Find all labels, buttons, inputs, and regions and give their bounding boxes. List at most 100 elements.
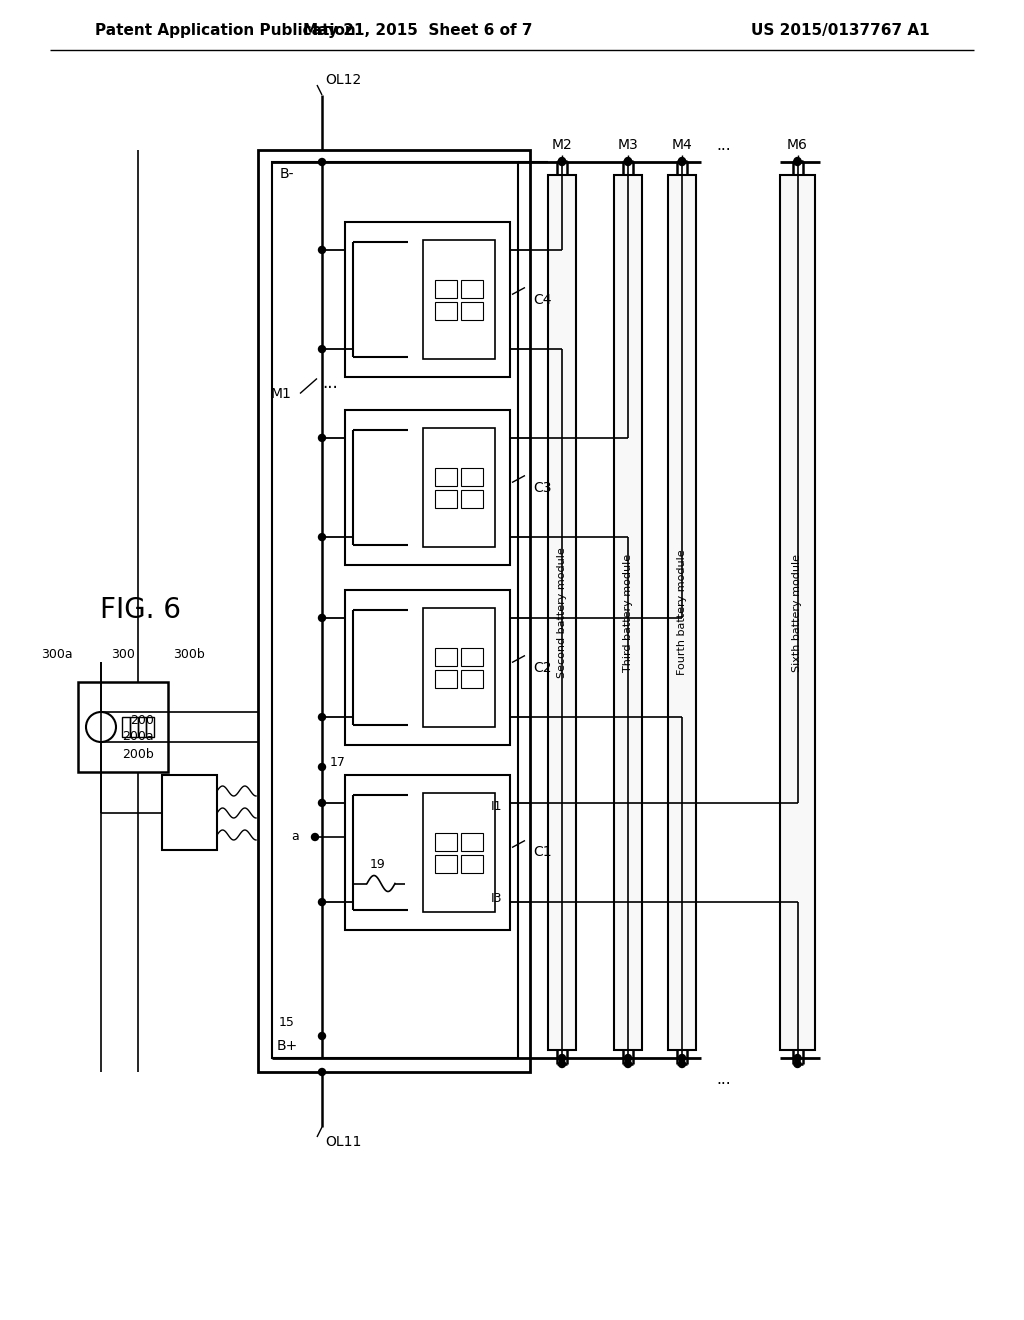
Bar bbox=[614, 176, 642, 1049]
Text: C4: C4 bbox=[534, 293, 552, 306]
Text: 200b: 200b bbox=[122, 748, 154, 762]
Bar bbox=[435, 833, 457, 850]
Bar bbox=[435, 490, 457, 507]
Circle shape bbox=[679, 158, 685, 165]
Circle shape bbox=[794, 157, 801, 165]
Circle shape bbox=[679, 1055, 685, 1061]
Bar bbox=[548, 176, 575, 1049]
Text: M2: M2 bbox=[552, 139, 572, 152]
Bar bbox=[423, 609, 495, 727]
Bar bbox=[272, 162, 518, 1059]
Text: 17: 17 bbox=[330, 756, 346, 770]
Circle shape bbox=[679, 157, 685, 165]
Circle shape bbox=[625, 1055, 632, 1061]
Bar bbox=[130, 717, 138, 737]
Bar bbox=[435, 854, 457, 873]
Circle shape bbox=[318, 434, 326, 441]
Text: ...: ... bbox=[323, 375, 338, 392]
Bar bbox=[461, 490, 483, 507]
Bar bbox=[258, 150, 530, 1072]
Circle shape bbox=[625, 1060, 632, 1068]
Text: ...: ... bbox=[717, 137, 731, 153]
Bar bbox=[423, 240, 495, 359]
Circle shape bbox=[318, 533, 326, 541]
Text: a: a bbox=[291, 830, 299, 843]
Text: FIG. 6: FIG. 6 bbox=[100, 597, 181, 624]
Text: Second battery module: Second battery module bbox=[557, 546, 567, 678]
Bar bbox=[461, 854, 483, 873]
Text: 300: 300 bbox=[111, 648, 135, 660]
Bar bbox=[780, 176, 815, 1049]
Circle shape bbox=[318, 1032, 326, 1040]
Circle shape bbox=[311, 833, 318, 841]
Circle shape bbox=[558, 1055, 565, 1061]
Text: May 21, 2015  Sheet 6 of 7: May 21, 2015 Sheet 6 of 7 bbox=[303, 22, 532, 37]
Text: C2: C2 bbox=[534, 660, 552, 675]
Bar bbox=[461, 669, 483, 688]
Circle shape bbox=[679, 1060, 685, 1068]
Bar bbox=[78, 682, 168, 772]
Bar bbox=[435, 648, 457, 665]
Circle shape bbox=[794, 1055, 801, 1061]
Bar bbox=[146, 717, 154, 737]
Text: 200a: 200a bbox=[123, 730, 154, 743]
Bar bbox=[423, 793, 495, 912]
Text: Patent Application Publication: Patent Application Publication bbox=[95, 22, 355, 37]
Bar bbox=[435, 301, 457, 319]
Bar bbox=[461, 301, 483, 319]
Text: M1: M1 bbox=[271, 387, 292, 400]
Circle shape bbox=[794, 1060, 801, 1068]
Bar bbox=[435, 669, 457, 688]
Bar bbox=[668, 176, 696, 1049]
Text: Fourth battery module: Fourth battery module bbox=[677, 549, 687, 676]
Text: OL11: OL11 bbox=[325, 1135, 361, 1148]
Bar bbox=[461, 648, 483, 665]
Text: Sixth battery module: Sixth battery module bbox=[793, 553, 803, 672]
Text: B-: B- bbox=[280, 168, 294, 181]
Circle shape bbox=[318, 158, 326, 165]
Circle shape bbox=[625, 157, 632, 165]
Circle shape bbox=[318, 899, 326, 906]
Circle shape bbox=[318, 1068, 326, 1076]
Text: C1: C1 bbox=[534, 846, 552, 859]
Text: 15: 15 bbox=[280, 1016, 295, 1030]
Text: M3: M3 bbox=[617, 139, 638, 152]
Circle shape bbox=[318, 800, 326, 807]
Circle shape bbox=[794, 158, 801, 165]
Text: 300b: 300b bbox=[173, 648, 205, 660]
Text: 200: 200 bbox=[130, 714, 154, 726]
Circle shape bbox=[558, 1060, 565, 1068]
Circle shape bbox=[318, 247, 326, 253]
Circle shape bbox=[318, 614, 326, 622]
Circle shape bbox=[625, 158, 632, 165]
Bar bbox=[461, 280, 483, 297]
Bar bbox=[435, 467, 457, 486]
Text: 300a: 300a bbox=[41, 648, 73, 660]
Circle shape bbox=[318, 346, 326, 352]
Bar bbox=[461, 467, 483, 486]
Text: Third battery module: Third battery module bbox=[623, 553, 633, 672]
Text: 19: 19 bbox=[370, 858, 386, 871]
Bar bbox=[162, 775, 217, 850]
Bar bbox=[345, 411, 510, 565]
Text: OL12: OL12 bbox=[325, 73, 361, 87]
Text: M4: M4 bbox=[672, 139, 692, 152]
Circle shape bbox=[558, 157, 565, 165]
Circle shape bbox=[558, 158, 565, 165]
Bar bbox=[345, 590, 510, 744]
Text: M6: M6 bbox=[787, 139, 808, 152]
Text: I1: I1 bbox=[490, 800, 502, 813]
Bar bbox=[435, 280, 457, 297]
Circle shape bbox=[318, 714, 326, 721]
Bar bbox=[122, 717, 130, 737]
Text: B+: B+ bbox=[276, 1039, 298, 1053]
Bar bbox=[345, 222, 510, 378]
Text: US 2015/0137767 A1: US 2015/0137767 A1 bbox=[752, 22, 930, 37]
Bar bbox=[461, 833, 483, 850]
Bar bbox=[138, 717, 146, 737]
Circle shape bbox=[318, 763, 326, 771]
Text: C3: C3 bbox=[534, 480, 552, 495]
Text: ...: ... bbox=[717, 1072, 731, 1088]
Bar bbox=[423, 428, 495, 546]
Bar bbox=[345, 775, 510, 931]
